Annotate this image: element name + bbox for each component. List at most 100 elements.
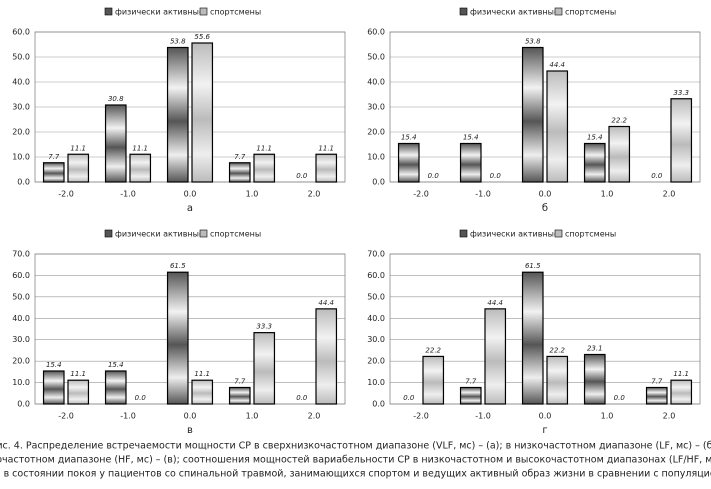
bar [166,271,189,405]
bar [315,308,338,405]
bar [42,162,65,183]
value-label: 7.7 [651,378,663,386]
value-label: 0.0 [403,394,415,402]
legend-label: спортсмены [210,8,261,17]
value-label: 61.5 [525,262,541,270]
x-tick-label: -2.0 [58,190,74,199]
y-tick-label: 60.0 [12,271,30,280]
x-tick-label: 2.0 [308,190,321,199]
bar [645,386,668,405]
x-tick-label: -2.0 [58,412,74,421]
value-label: 0.0 [651,172,663,180]
panel-label: б [542,203,548,214]
legend-label: спортсмены [565,230,616,239]
y-tick-label: 10.0 [367,378,385,387]
value-label: 11.1 [194,370,210,378]
bar [583,142,606,183]
y-tick-label: 40.0 [12,314,30,323]
y-tick-label: 70.0 [367,250,385,259]
y-tick-label: 0.0 [17,178,30,187]
x-tick-label: -1.0 [120,190,136,199]
y-tick-label: 40.0 [367,314,385,323]
value-label: 11.1 [70,144,86,152]
value-label: 11.1 [673,370,689,378]
y-tick-label: 30.0 [367,103,385,112]
value-label: 53.8 [170,38,186,46]
value-label: 11.1 [70,370,86,378]
value-label: 7.7 [234,378,246,386]
y-tick-label: 10.0 [367,153,385,162]
value-label: 15.4 [587,134,603,142]
legend-swatch [459,229,468,238]
bar [191,42,214,183]
value-label: 53.8 [525,38,541,46]
bar [521,271,544,405]
legend-swatch [104,7,113,16]
y-tick-label: 30.0 [12,103,30,112]
bar [42,370,65,405]
legend-swatch [104,229,113,238]
value-label: 15.4 [401,134,417,142]
bar [253,153,276,183]
y-tick-label: 20.0 [12,357,30,366]
value-label: 55.6 [194,33,210,41]
y-tick-label: 20.0 [367,128,385,137]
legend-swatch [459,7,468,16]
value-label: 7.7 [234,153,246,161]
value-label: 15.4 [463,134,479,142]
value-label: 22.2 [611,117,627,125]
x-tick-label: -2.0 [413,412,429,421]
value-label: 0.0 [296,394,308,402]
plot-frame [389,31,701,183]
y-tick-label: 40.0 [12,78,30,87]
legend-swatch [554,7,563,16]
bar [228,386,251,405]
caption-line: в высокочастотном диапазоне (HF, мс) – (… [0,455,711,466]
value-label: 11.1 [132,144,148,152]
x-tick-label: 2.0 [663,190,676,199]
value-label: 7.7 [48,153,60,161]
bar [484,308,507,405]
panel-label: а [187,203,193,214]
legend-label: физически активные [470,8,559,17]
y-tick-label: 10.0 [12,378,30,387]
legend-label: спортсмены [210,230,261,239]
y-tick-label: 50.0 [367,292,385,301]
x-tick-label: 0.0 [184,412,197,421]
y-tick-label: 30.0 [367,335,385,344]
value-label: 61.5 [170,262,186,270]
y-tick-label: 20.0 [12,128,30,137]
bar [67,153,90,183]
bar [129,153,152,183]
value-label: 33.3 [256,323,272,331]
x-tick-label: 1.0 [246,190,259,199]
plot-frame [34,253,346,405]
y-tick-label: 70.0 [12,250,30,259]
bar [104,370,127,405]
y-tick-label: 40.0 [367,78,385,87]
y-tick-label: 50.0 [367,53,385,62]
x-tick-label: 0.0 [184,190,197,199]
caption-line: (г) в состоянии покоя у пациентов со спи… [0,469,711,480]
value-label: 0.0 [135,394,147,402]
value-label: 15.4 [108,361,124,369]
value-label: 11.1 [256,144,272,152]
bar [104,104,127,183]
value-label: 44.4 [549,61,565,69]
value-label: 0.0 [614,394,626,402]
x-tick-label: -1.0 [475,412,491,421]
value-label: 22.2 [549,346,565,354]
y-tick-label: 50.0 [12,292,30,301]
bar [191,379,214,405]
bar [315,153,338,183]
y-tick-label: 0.0 [372,400,385,409]
panel-label: г [542,425,547,436]
legend-label: физически активные [115,8,204,17]
x-tick-label: -1.0 [475,190,491,199]
bar [397,142,420,183]
bar [546,355,569,405]
value-label: 0.0 [296,172,308,180]
bar [422,355,445,405]
legend-swatch [199,229,208,238]
bar [608,125,631,183]
